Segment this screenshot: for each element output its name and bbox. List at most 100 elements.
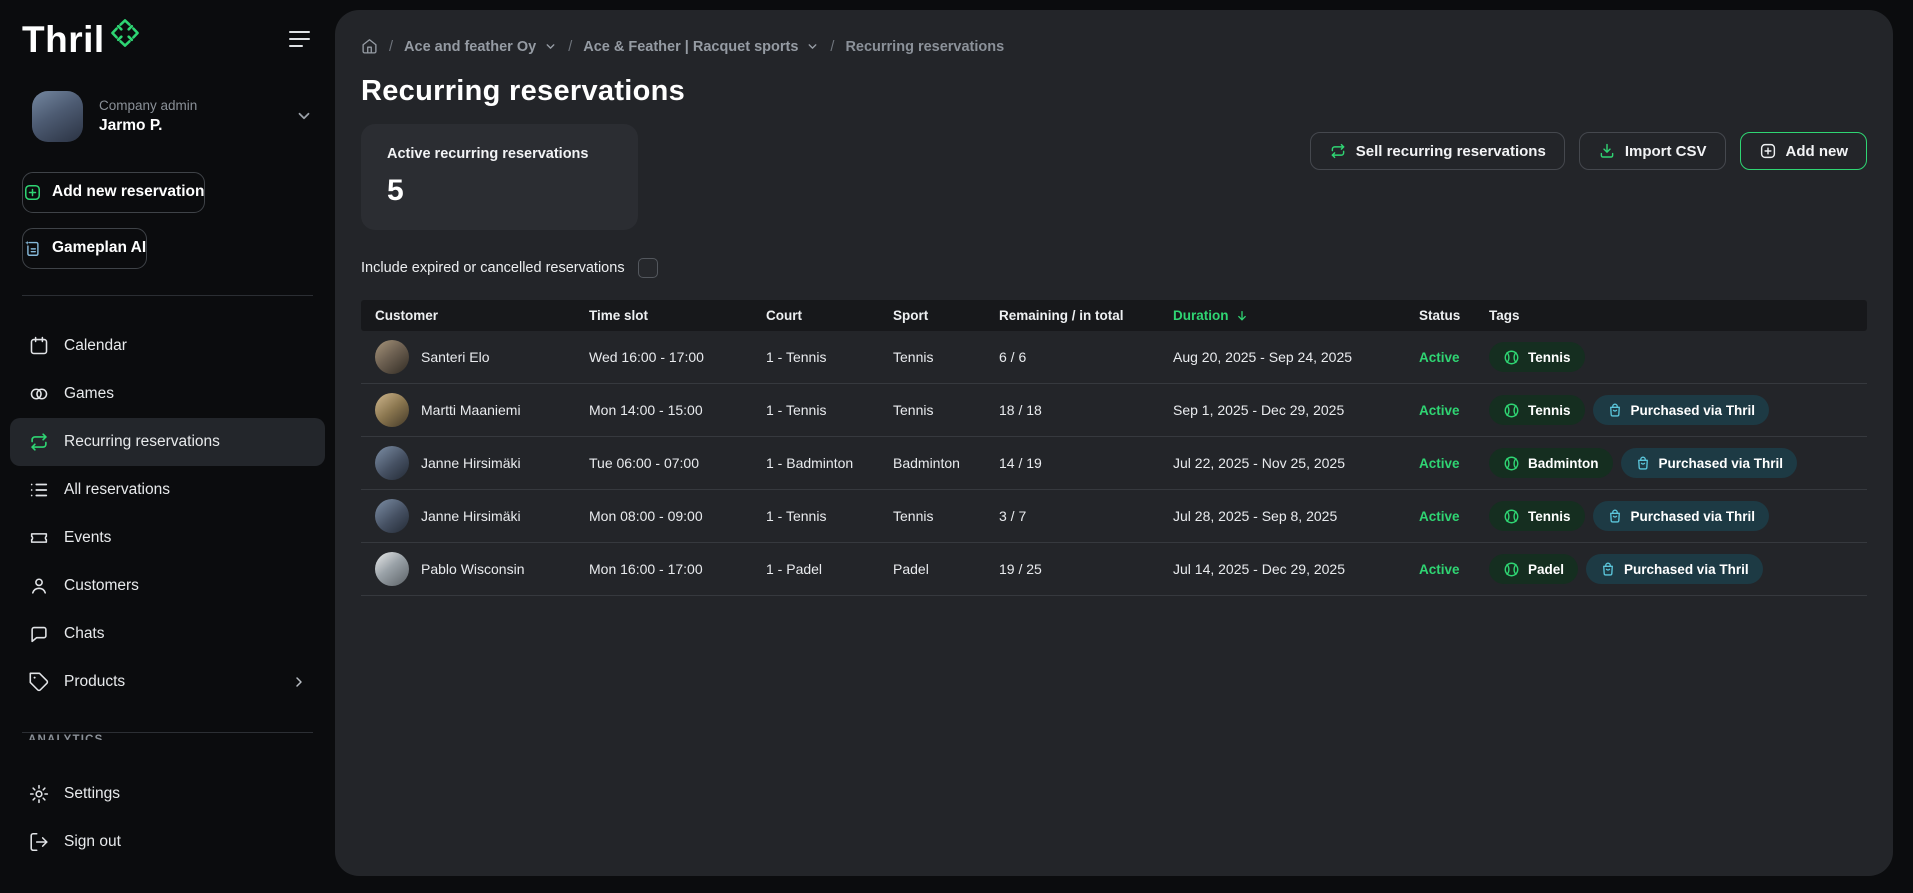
tags-cell: Tennis Purchased via Thril — [1489, 501, 1853, 531]
sign-out-icon — [30, 832, 48, 851]
court-cell: 1 - Tennis — [766, 349, 827, 365]
brand-logo[interactable]: Thril — [22, 19, 140, 61]
customer-name: Martti Maaniemi — [421, 402, 521, 418]
shopping-bag-icon — [1637, 456, 1648, 470]
duration-cell: Aug 20, 2025 - Sep 24, 2025 — [1173, 349, 1353, 365]
active-recurring-stat-card: Active recurring reservations 5 — [361, 124, 638, 230]
sidebar-item-chats[interactable]: Chats — [10, 610, 325, 658]
customer-name: Janne Hirsimäki — [421, 455, 521, 471]
purchased-via-thril-tag: Purchased via Thril — [1620, 448, 1798, 478]
column-header-court[interactable]: Court — [766, 308, 802, 323]
customer-avatar — [375, 446, 409, 480]
status-badge: Active — [1419, 561, 1460, 577]
status-badge: Active — [1419, 455, 1460, 471]
table-header-row: Customer Time slot Court Sport Remaining… — [361, 300, 1867, 331]
repeat-icon — [1331, 143, 1345, 159]
column-header-remaining[interactable]: Remaining / in total — [999, 308, 1124, 323]
profile-role: Company admin — [99, 97, 198, 113]
column-header-time-slot[interactable]: Time slot — [589, 308, 649, 323]
tags-cell: Tennis Purchased via Thril — [1489, 395, 1853, 425]
add-new-reservation-label: Add new reservation — [52, 183, 205, 201]
repeat-icon — [31, 433, 47, 451]
sidebar-nav: Calendar Games Recurring reservations Al… — [10, 322, 325, 706]
table-row[interactable]: Martti Maaniemi Mon 14:00 - 15:00 1 - Te… — [361, 384, 1867, 437]
column-header-tags[interactable]: Tags — [1489, 308, 1520, 323]
remaining-cell: 6 / 6 — [999, 349, 1027, 365]
include-expired-label: Include expired or cancelled reservation… — [361, 260, 625, 276]
status-badge: Active — [1419, 349, 1460, 365]
sidebar-item-customers[interactable]: Customers — [10, 562, 325, 610]
ticket-icon — [30, 532, 48, 543]
profile-menu[interactable]: Company admin Jarmo P. — [32, 90, 313, 142]
stat-value: 5 — [387, 174, 404, 207]
sport-tag: Badminton — [1489, 448, 1613, 478]
table-row[interactable]: Janne Hirsimäki Tue 06:00 - 07:00 1 - Ba… — [361, 437, 1867, 490]
sidebar-item-games[interactable]: Games — [10, 370, 325, 418]
table-row[interactable]: Santeri Elo Wed 16:00 - 17:00 1 - Tennis… — [361, 331, 1867, 384]
add-new-reservation-button[interactable]: Add new reservation — [22, 171, 206, 213]
tags-cell: Badminton Purchased via Thril — [1489, 448, 1853, 478]
column-header-sport[interactable]: Sport — [893, 308, 929, 323]
time-slot-cell: Wed 16:00 - 17:00 — [589, 349, 704, 365]
home-icon[interactable] — [361, 38, 378, 55]
gear-icon — [29, 784, 49, 803]
column-header-status[interactable]: Status — [1419, 308, 1461, 323]
sport-cell: Tennis — [893, 402, 934, 418]
sidebar-footer-nav: Settings Sign out — [10, 770, 325, 866]
status-badge: Active — [1419, 508, 1460, 524]
brand-burst-icon — [110, 19, 139, 47]
sport-tag: Tennis — [1489, 395, 1585, 425]
sidebar-item-calendar[interactable]: Calendar — [10, 322, 325, 370]
column-header-customer[interactable]: Customer — [375, 308, 439, 323]
add-new-button[interactable]: Add new — [1739, 132, 1867, 170]
ball-icon — [1504, 350, 1519, 364]
sport-cell: Tennis — [893, 349, 934, 365]
sport-cell: Padel — [893, 561, 929, 577]
table-row[interactable]: Janne Hirsimäki Mon 08:00 - 09:00 1 - Te… — [361, 490, 1867, 543]
time-slot-cell: Mon 14:00 - 15:00 — [589, 402, 703, 418]
table-body: Santeri Elo Wed 16:00 - 17:00 1 - Tennis… — [361, 331, 1867, 596]
ai-sparkle-doc-icon — [25, 240, 39, 256]
chevron-down-icon — [298, 113, 310, 120]
analytics-section-label: ANALYTICS — [22, 731, 313, 740]
breadcrumb-company[interactable]: Ace and feather Oy — [404, 39, 557, 55]
plus-square-icon — [25, 184, 40, 200]
sidebar-item-all-reservations[interactable]: All reservations — [10, 466, 325, 514]
remaining-cell: 3 / 7 — [999, 508, 1027, 524]
time-slot-cell: Mon 08:00 - 09:00 — [589, 508, 703, 524]
table-row[interactable]: Pablo Wisconsin Mon 16:00 - 17:00 1 - Pa… — [361, 543, 1867, 596]
court-cell: 1 - Tennis — [766, 402, 827, 418]
avatar — [32, 90, 83, 142]
list-icon — [30, 483, 48, 497]
duration-cell: Jul 14, 2025 - Dec 29, 2025 — [1173, 561, 1346, 577]
stat-label: Active recurring reservations — [387, 146, 589, 162]
gameplan-ai-button[interactable]: Gameplan AI — [22, 227, 148, 269]
sidebar-item-settings[interactable]: Settings — [10, 770, 325, 818]
menu-toggle-icon[interactable] — [288, 30, 311, 48]
breadcrumb-venue[interactable]: Ace & Feather | Racquet sports — [583, 39, 819, 55]
breadcrumb: / Ace and feather Oy / Ace & Feather | R… — [361, 38, 1867, 55]
column-header-duration[interactable]: Duration — [1173, 308, 1419, 323]
sport-tag: Tennis — [1489, 501, 1585, 531]
tags-cell: Tennis — [1489, 342, 1853, 372]
breadcrumb-current: Recurring reservations — [845, 38, 1005, 55]
customer-name: Janne Hirsimäki — [421, 508, 521, 524]
customer-avatar — [375, 552, 409, 586]
sidebar-item-events[interactable]: Events — [10, 514, 325, 562]
import-csv-button[interactable]: Import CSV — [1578, 132, 1726, 170]
sidebar-divider — [22, 294, 313, 296]
sport-tag: Tennis — [1489, 342, 1585, 372]
include-expired-checkbox[interactable] — [637, 258, 658, 278]
chat-bubble-icon — [31, 626, 47, 642]
sidebar-item-products[interactable]: Products — [10, 658, 325, 706]
customer-name: Santeri Elo — [421, 349, 490, 365]
ball-icon — [1504, 456, 1519, 470]
person-icon — [31, 578, 47, 594]
sidebar-item-recurring-reservations[interactable]: Recurring reservations — [10, 417, 325, 466]
brand-logo-text: Thril — [22, 19, 105, 60]
recurring-reservations-table: Customer Time slot Court Sport Remaining… — [361, 300, 1867, 596]
sell-recurring-reservations-button[interactable]: Sell recurring reservations — [1309, 132, 1565, 170]
sidebar-item-sign-out[interactable]: Sign out — [10, 818, 325, 866]
time-slot-cell: Tue 06:00 - 07:00 — [589, 455, 700, 471]
ball-icon — [1504, 403, 1519, 417]
